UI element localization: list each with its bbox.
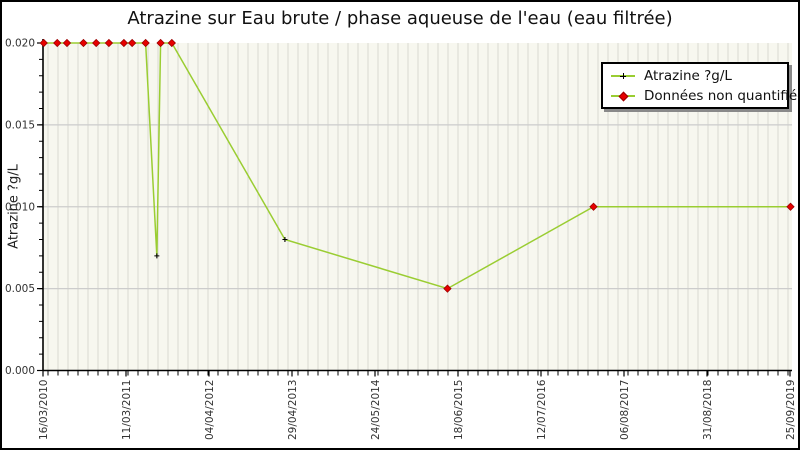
x-tick-label: 04/04/2012	[204, 380, 216, 441]
y-tick-label: 0.015	[5, 119, 35, 131]
non-quantified-point-marker	[443, 284, 452, 293]
non-quantified-point-marker	[62, 38, 72, 48]
x-tick-label: 25/09/2019	[785, 380, 797, 441]
non-quantified-point-marker	[104, 38, 114, 48]
quantified-point-marker	[282, 237, 288, 242]
non-quantified-point-marker	[167, 38, 176, 48]
quantified-series-icon	[611, 70, 635, 81]
x-tick-label: 16/03/2010	[38, 380, 50, 441]
non-quantified-point-marker	[127, 38, 137, 48]
x-tick-label: 11/03/2011	[121, 380, 133, 441]
non-quantified-point-marker	[119, 38, 129, 48]
non-quantified-point-marker	[589, 202, 598, 211]
x-tick-label: 31/08/2018	[702, 380, 714, 441]
non-quantified-point-marker	[53, 38, 62, 48]
series-line	[43, 42, 791, 290]
y-tick-label: 0.020	[5, 38, 35, 50]
x-tick-label: 18/06/2015	[453, 380, 465, 441]
nonquantified-series-icon	[611, 90, 635, 101]
x-tick-label: 06/08/2017	[619, 380, 631, 441]
quantified-point-marker	[154, 253, 160, 259]
y-tick-label: 0.000	[5, 365, 35, 377]
non-quantified-point-marker	[141, 38, 150, 48]
non-quantified-point-marker	[786, 202, 795, 211]
chart-title: Atrazine sur Eau brute / phase aqueuse d…	[127, 8, 673, 29]
legend-item-atrazine: Atrazine ?g/L	[611, 68, 779, 84]
non-quantified-point-marker	[39, 38, 48, 48]
legend: Atrazine ?g/L Données non quantifiées	[601, 62, 798, 109]
legend-label-non-quantified: Données non quantifiées	[644, 87, 800, 104]
legend-item-non-quantified: Données non quantifiées	[611, 88, 798, 104]
y-tick-label: 0.010	[5, 201, 35, 213]
x-tick-label: 12/07/2016	[536, 379, 548, 440]
non-quantified-point-marker	[92, 38, 101, 48]
legend-label-atrazine: Atrazine ?g/L	[644, 67, 732, 84]
x-tick-label: 29/04/2013	[287, 380, 299, 441]
non-quantified-point-marker	[156, 38, 165, 48]
x-tick-label: 24/05/2014	[370, 379, 382, 440]
y-tick-label: 0.005	[5, 283, 35, 295]
non-quantified-point-marker	[79, 38, 88, 48]
